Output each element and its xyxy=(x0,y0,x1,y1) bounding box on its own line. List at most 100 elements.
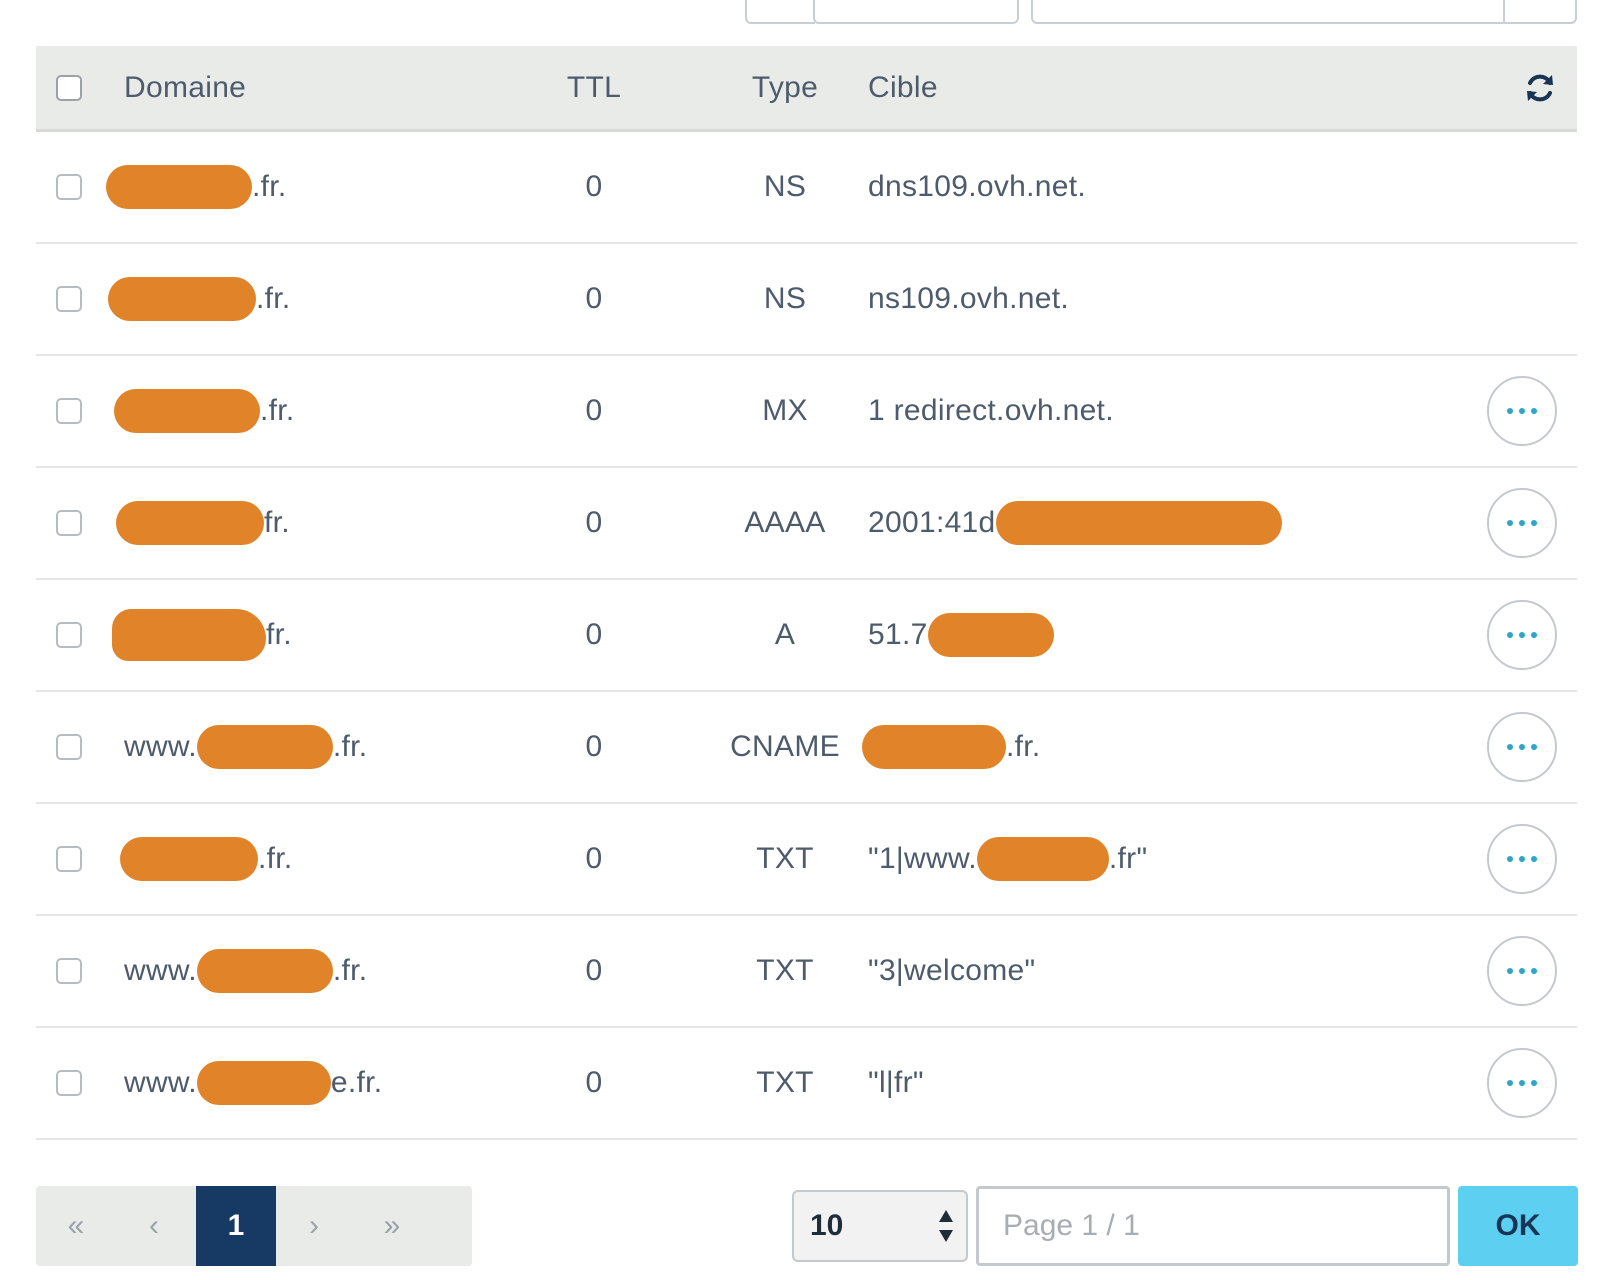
redacted-domain xyxy=(196,949,333,993)
row-actions-button[interactable] xyxy=(1487,600,1557,670)
ttl-cell: 0 xyxy=(585,618,603,651)
row-checkbox[interactable] xyxy=(56,510,82,536)
go-to-page-button[interactable]: OK xyxy=(1458,1186,1578,1266)
header-ttl[interactable]: TTL xyxy=(566,70,622,104)
target-cell: .fr. xyxy=(862,692,1041,802)
refresh-button[interactable] xyxy=(1523,46,1557,129)
row-actions-button[interactable] xyxy=(1487,488,1557,558)
table-row: fr. 0 A 51.7 xyxy=(36,580,1577,692)
more-options-icon xyxy=(1507,856,1537,862)
domain-suffix: .fr. xyxy=(332,730,368,763)
domain-suffix: .fr. xyxy=(256,282,291,315)
redacted-domain xyxy=(106,165,252,209)
redacted-domain xyxy=(116,501,264,545)
type-cell: MX xyxy=(762,394,808,427)
row-actions-button[interactable] xyxy=(1487,1048,1557,1118)
toolbar-select-partial[interactable] xyxy=(813,0,1019,24)
type-cell: TXT xyxy=(756,842,814,875)
target-suffix: .fr" xyxy=(1108,842,1148,875)
ttl-cell: 0 xyxy=(585,506,603,539)
current-page-button[interactable]: 1 xyxy=(196,1186,276,1266)
row-actions-button[interactable] xyxy=(1487,936,1557,1006)
domain-suffix: fr. xyxy=(264,506,290,539)
prev-page-button[interactable]: ‹ xyxy=(149,1209,159,1242)
target-prefix: "1|www. xyxy=(868,842,977,875)
refresh-icon xyxy=(1527,74,1553,101)
domain-cell: .fr. xyxy=(108,244,291,354)
page-size-select[interactable]: 10 xyxy=(792,1190,968,1262)
domain-cell: fr. xyxy=(116,468,290,578)
domain-cell: fr. xyxy=(112,580,292,690)
header-domain[interactable]: Domaine xyxy=(124,70,247,104)
ttl-cell: 0 xyxy=(585,954,603,987)
type-cell: NS xyxy=(763,282,807,315)
last-page-button[interactable]: » xyxy=(383,1209,401,1242)
row-checkbox[interactable] xyxy=(56,958,82,984)
header-type[interactable]: Type xyxy=(751,70,819,104)
row-checkbox[interactable] xyxy=(56,174,82,200)
target-cell: 2001:41d xyxy=(868,468,1282,578)
target-prefix: ns109.ovh.net. xyxy=(868,282,1070,315)
redacted-domain xyxy=(196,1061,331,1105)
more-options-icon xyxy=(1507,1080,1537,1086)
table-row: .fr. 0 NS ns109.ovh.net. xyxy=(36,244,1577,356)
ttl-cell: 0 xyxy=(585,394,603,427)
ttl-cell: 0 xyxy=(585,842,603,875)
row-checkbox[interactable] xyxy=(56,846,82,872)
row-actions-button[interactable] xyxy=(1487,376,1557,446)
row-checkbox[interactable] xyxy=(56,734,82,760)
target-cell: ns109.ovh.net. xyxy=(868,244,1069,354)
search-input-partial[interactable] xyxy=(1031,0,1577,24)
target-prefix: dns109.ovh.net. xyxy=(868,170,1087,203)
domain-cell: .fr. xyxy=(106,132,287,242)
row-actions-button[interactable] xyxy=(1487,712,1557,782)
table-row: fr. 0 AAAA 2001:41d xyxy=(36,468,1577,580)
target-prefix: "l|fr" xyxy=(868,1066,924,1099)
redacted-target xyxy=(995,501,1282,545)
row-checkbox[interactable] xyxy=(56,286,82,312)
header-target[interactable]: Cible xyxy=(868,70,938,104)
target-prefix: 51.7 xyxy=(868,618,928,651)
domain-cell: .fr. xyxy=(114,356,295,466)
target-cell: "3|welcome" xyxy=(868,916,1035,1026)
redacted-target xyxy=(927,613,1054,657)
target-cell: "1|www. .fr" xyxy=(868,804,1147,914)
domain-suffix: .fr. xyxy=(258,842,293,875)
page-number-placeholder: Page 1 / 1 xyxy=(1003,1209,1140,1242)
redacted-domain xyxy=(112,609,266,661)
domain-suffix: .fr. xyxy=(332,954,368,987)
row-actions-button[interactable] xyxy=(1487,824,1557,894)
target-prefix: 1 redirect.ovh.net. xyxy=(868,394,1114,427)
target-cell: 1 redirect.ovh.net. xyxy=(868,356,1114,466)
ttl-cell: 0 xyxy=(585,730,603,763)
row-checkbox[interactable] xyxy=(56,398,82,424)
domain-cell: .fr. xyxy=(120,804,293,914)
type-cell: CNAME xyxy=(730,730,840,763)
table-row: .fr. 0 MX 1 redirect.ovh.net. xyxy=(36,356,1577,468)
redacted-domain xyxy=(108,277,256,321)
next-page-button[interactable]: › xyxy=(309,1209,319,1242)
first-page-button[interactable]: « xyxy=(67,1209,85,1242)
more-options-icon xyxy=(1507,632,1537,638)
table-row: .fr. 0 NS dns109.ovh.net. xyxy=(36,132,1577,244)
target-prefix: "3|welcome" xyxy=(868,954,1036,987)
table-row: www. .fr. 0 TXT "3|welcome" xyxy=(36,916,1577,1028)
row-checkbox[interactable] xyxy=(56,1070,82,1096)
redacted-domain xyxy=(114,389,260,433)
redacted-domain xyxy=(196,725,333,769)
select-arrows-icon xyxy=(939,1210,953,1242)
dns-records-table: Domaine TTL Type Cible .fr. 0 NS dns1 xyxy=(36,46,1577,1140)
redacted-target xyxy=(862,725,1006,769)
top-toolbar-partial xyxy=(0,0,1602,28)
type-cell: TXT xyxy=(756,1066,814,1099)
page-number-input[interactable]: Page 1 / 1 xyxy=(976,1186,1450,1266)
row-checkbox[interactable] xyxy=(56,622,82,648)
ttl-cell: 0 xyxy=(585,1066,603,1099)
type-cell: NS xyxy=(763,170,807,203)
redacted-domain xyxy=(120,837,258,881)
domain-cell: www. e.fr. xyxy=(124,1028,382,1138)
toolbar-button-partial[interactable] xyxy=(745,0,815,24)
select-all-checkbox[interactable] xyxy=(56,74,82,101)
domain-suffix: fr. xyxy=(266,618,292,651)
table-row: .fr. 0 TXT "1|www. .fr" xyxy=(36,804,1577,916)
